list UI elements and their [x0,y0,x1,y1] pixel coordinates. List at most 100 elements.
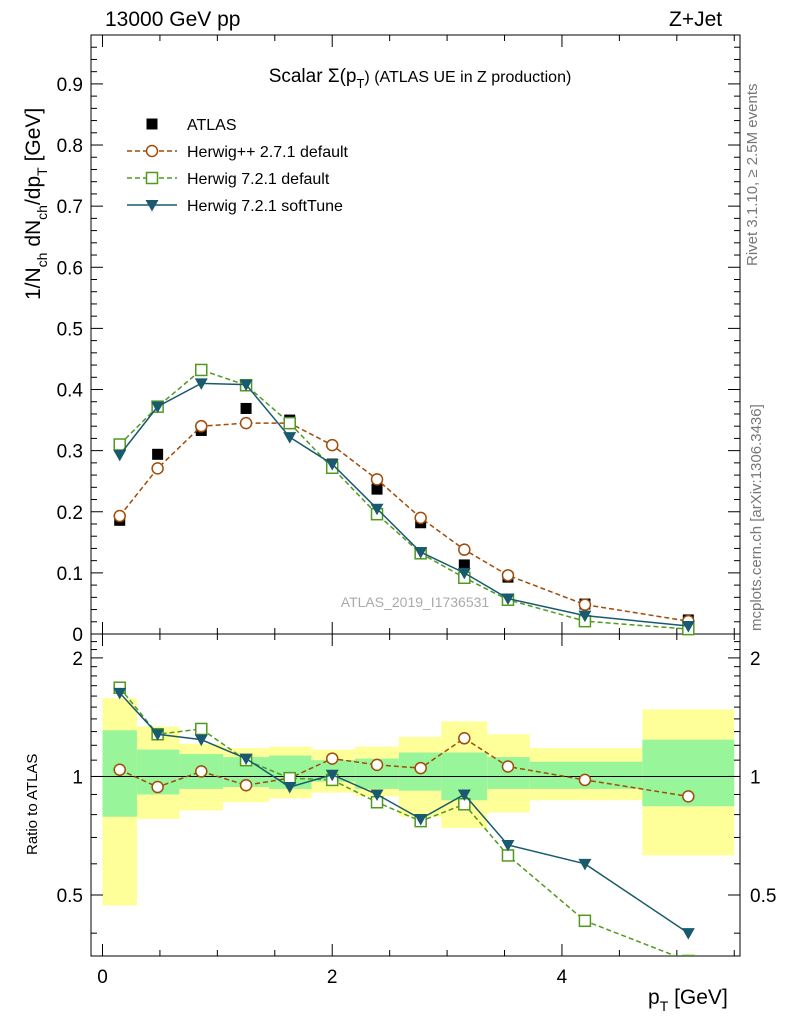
data-point-atlas [458,559,470,571]
x-axis-label-main: p [648,986,660,1009]
ratio-point-herwig-7-2-1-softtune-shape [151,729,165,741]
y-tick-label: 0.9 [57,75,83,96]
ratio-point-herwig-2-7-1-default [682,790,695,803]
data-point-herwig-2-7-1-default-shape [239,416,253,430]
ratio-y-tick-label-right: 2 [750,649,761,670]
legend-label-herwig-7-2-1-softtune: Herwig 7.2.1 softTune [187,198,343,215]
data-point-herwig-2-7-1-default-shape [325,438,339,452]
y-axis-label-part: [GeV] [22,108,45,168]
y-tick-label: 0.2 [57,503,83,524]
ratio-y-tick-label-right: 0.5 [750,886,776,907]
y-tick-label: 0.5 [57,319,83,340]
y-axis-label-part: ch [34,253,50,268]
legend-marker-atlas-shape [146,118,158,130]
ratio-point-herwig-7-2-1-default-shape [578,914,592,928]
y-tick-label: 0.1 [57,564,83,585]
legend-marker-herwig-2-7-1-default [145,144,159,158]
data-point-herwig-2-7-1-default-shape [458,543,471,556]
ratio-point-herwig-7-2-1-softtune-shape [325,769,339,782]
ratio-point-herwig-7-2-1-softtune [194,734,208,747]
data-point-atlas-shape [458,559,470,571]
ratio-point-herwig-2-7-1-default-shape [151,780,164,794]
ratio-line-herwig-2-7-1-default [119,737,689,798]
ratio-point-herwig-2-7-1-default [501,760,515,773]
legend-marker-herwig-7-2-1-default-shape [145,171,159,185]
legend-marker-herwig-2-7-1-default-shape [145,144,159,158]
header-left-text: 13000 GeV pp [105,8,241,31]
ratio-point-herwig-7-2-1-softtune-shape [370,789,384,801]
ratio-point-herwig-2-7-1-default [239,778,253,792]
data-point-herwig-7-2-1-softtune-shape [457,567,471,580]
x-axis-label-sub: T [660,998,669,1014]
y-tick-label: 0.3 [57,442,83,463]
data-point-herwig-7-2-1-softtune [414,547,428,559]
ratio-point-herwig-2-7-1-default-shape [325,752,339,765]
data-point-atlas-shape [240,402,252,414]
x-tick-label: 4 [557,967,568,988]
ratio-point-herwig-7-2-1-default [195,722,208,736]
ratio-point-herwig-2-7-1-default-shape [113,763,126,776]
y-tick-label: 0.6 [57,258,83,279]
ratio-point-herwig-2-7-1-default-shape [682,790,695,803]
data-point-herwig-2-7-1-default [239,416,253,430]
data-point-herwig-2-7-1-default-shape [113,509,126,523]
data-point-herwig-7-2-1-softtune [194,378,208,390]
data-point-herwig-7-2-1-softtune [501,593,515,606]
series-line-herwig-7-2-1-default [119,369,689,630]
data-point-herwig-2-7-1-default [501,569,515,582]
ratio-point-herwig-7-2-1-softtune [370,789,384,801]
ratio-y-axis-label: Ratio to ATLAS [24,754,41,855]
data-point-herwig-7-2-1-softtune-shape [370,503,384,516]
data-point-atlas-shape [371,483,383,495]
plot-title-main: Scalar Σ(p [269,66,357,87]
ratio-point-herwig-7-2-1-default [501,849,515,862]
ratio-point-herwig-7-2-1-softtune [113,687,127,700]
ratio-point-herwig-7-2-1-default-shape [682,954,695,956]
y-axis-label-part: T [34,167,50,176]
ratio-point-herwig-2-7-1-default [195,765,208,778]
ratio-line-herwig-7-2-1-softtune [119,692,689,934]
x-tick-label: 0 [97,967,108,988]
ratio-point-herwig-7-2-1-default-shape [501,849,515,862]
data-point-herwig-7-2-1-softtune-shape [283,432,297,444]
plot-title-sub: T [356,76,364,91]
ratio-point-herwig-7-2-1-softtune [325,769,339,782]
ratio-point-herwig-7-2-1-softtune [501,839,515,852]
data-point-herwig-7-2-1-default-shape [113,438,126,451]
ratio-point-herwig-7-2-1-softtune-shape [283,782,297,794]
ratio-y-tick-label-right: 1 [750,767,761,788]
legend-label-herwig-7-2-1-default: Herwig 7.2.1 default [187,171,330,188]
ratio-point-herwig-7-2-1-default [283,771,296,785]
ratio-point-herwig-2-7-1-default-shape [195,765,208,778]
plot-title: Scalar Σ(pT) (ATLAS UE in Z production) [269,66,572,91]
ratio-y-tick-label: 2 [72,649,83,670]
ratio-point-herwig-7-2-1-softtune [681,928,695,940]
data-point-herwig-7-2-1-default-shape [283,416,296,430]
data-point-herwig-7-2-1-softtune [370,503,384,516]
y-axis-label-part: 1/N [22,267,45,300]
data-point-herwig-7-2-1-softtune-shape [414,547,428,559]
ratio-point-herwig-2-7-1-default-shape [458,732,471,745]
ratio-point-herwig-2-7-1-default-shape [414,761,427,775]
ratio-point-herwig-7-2-1-softtune [457,789,471,801]
series-line-herwig-7-2-1-softtune [119,382,689,627]
ratio-point-herwig-7-2-1-softtune-shape [681,928,695,940]
data-point-herwig-2-7-1-default-shape [501,569,515,582]
ratio-point-herwig-7-2-1-default [682,954,695,956]
data-point-herwig-2-7-1-default [414,511,427,525]
data-point-herwig-7-2-1-softtune [113,449,127,462]
ratio-series-group [113,681,695,956]
data-point-herwig-7-2-1-softtune [239,379,253,392]
series-line-herwig-2-7-1-default [119,422,689,622]
data-point-atlas [371,483,383,495]
y-axis-label-part: /dp [22,176,45,205]
x-axis-label: pT [GeV] [648,986,728,1014]
data-point-herwig-7-2-1-softtune [325,459,339,471]
ratio-point-herwig-7-2-1-softtune-shape [457,789,471,801]
legend-marker-herwig-7-2-1-softtune [145,200,159,212]
ratio-point-herwig-2-7-1-default [325,752,339,765]
x-axis-label-unit: [GeV] [668,986,728,1009]
data-point-herwig-7-2-1-softtune-shape [194,378,208,390]
data-point-herwig-2-7-1-default-shape [370,473,384,486]
